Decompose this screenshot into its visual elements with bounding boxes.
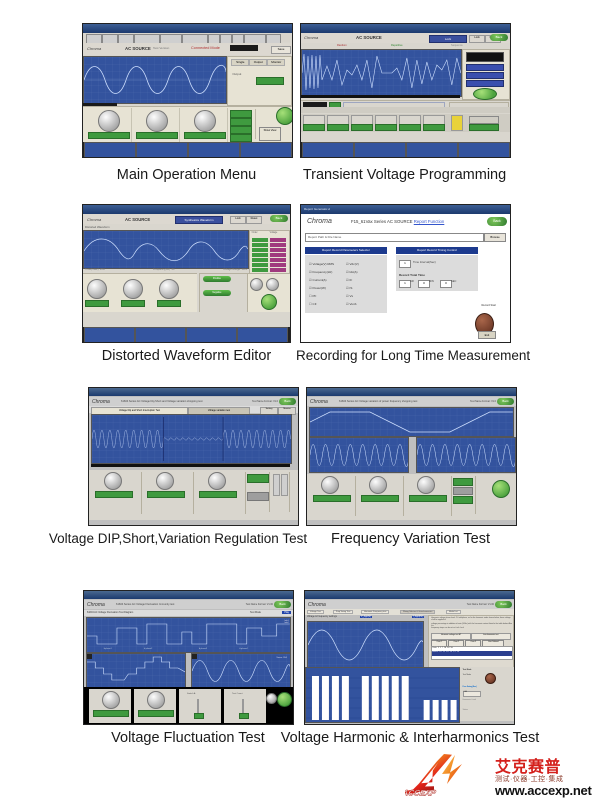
svg-text:ACCEXP: ACCEXP bbox=[405, 789, 437, 798]
